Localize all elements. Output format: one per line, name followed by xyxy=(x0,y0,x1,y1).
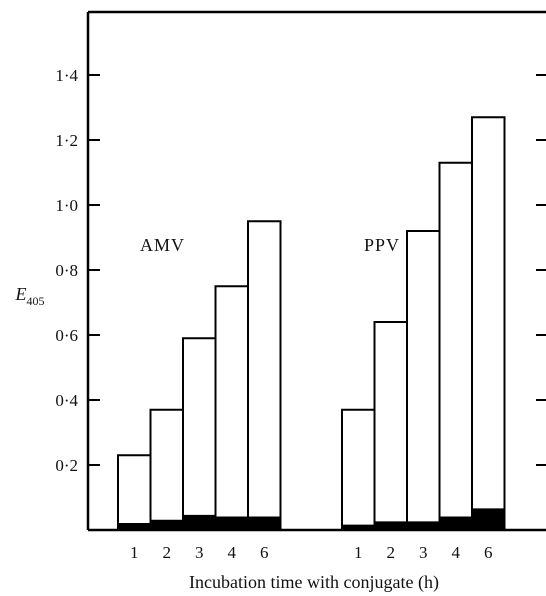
x-tick-label: 1 xyxy=(354,543,363,562)
bar-total xyxy=(182,337,217,531)
x-tick-label: 3 xyxy=(195,543,204,562)
y-tick-label: 0·4 xyxy=(55,391,78,410)
group-label: AMV xyxy=(140,235,185,255)
x-tick-label: 4 xyxy=(452,543,461,562)
bar-background xyxy=(374,521,408,531)
bar-background xyxy=(406,521,440,531)
y-tick-label: 0·2 xyxy=(55,456,78,475)
y-tick-label: 1·2 xyxy=(55,131,78,150)
bars xyxy=(117,116,506,531)
x-tick-label: 6 xyxy=(484,543,493,562)
y-axis-ticks: 0·2 0·4 0·6 0·8 1·0 1·2 1·4 xyxy=(55,66,546,475)
group-labels: AMV PPV xyxy=(140,235,400,255)
bar-total xyxy=(406,230,441,531)
bar-total xyxy=(247,220,282,531)
x-tick-label: 6 xyxy=(260,543,269,562)
bar-background xyxy=(182,514,216,531)
bar-background xyxy=(471,508,505,531)
y-axis-title: E405 xyxy=(15,284,45,308)
bar-total xyxy=(214,285,249,531)
bar-total xyxy=(117,454,152,531)
x-tick-label: 3 xyxy=(419,543,428,562)
bar-background xyxy=(341,524,375,531)
x-axis-ticks: 1 2 3 4 6 1 2 3 4 6 xyxy=(130,543,493,562)
y-axis-title-subscript: 405 xyxy=(27,294,45,308)
y-tick-label: 1·0 xyxy=(55,196,78,215)
x-tick-label: 4 xyxy=(228,543,237,562)
x-tick-label: 2 xyxy=(163,543,172,562)
bar-total xyxy=(149,408,184,531)
y-tick-label: 1·4 xyxy=(55,66,78,85)
x-axis-title: Incubation time with conjugate (h) xyxy=(189,572,439,593)
x-tick-label: 2 xyxy=(387,543,396,562)
y-axis-title-main: E xyxy=(15,284,27,304)
bar-total xyxy=(341,408,376,531)
bar-background xyxy=(150,519,184,531)
y-tick-label: 0·6 xyxy=(55,326,78,345)
bar-total xyxy=(438,161,473,531)
bar-background xyxy=(247,516,281,531)
y-tick-label: 0·8 xyxy=(55,261,78,280)
x-tick-label: 1 xyxy=(130,543,139,562)
bar-total xyxy=(471,116,506,531)
bar-background xyxy=(117,523,151,531)
bar-background xyxy=(439,516,473,531)
bar-total xyxy=(373,321,408,531)
group-label: PPV xyxy=(364,235,400,255)
bar-background xyxy=(215,516,249,531)
